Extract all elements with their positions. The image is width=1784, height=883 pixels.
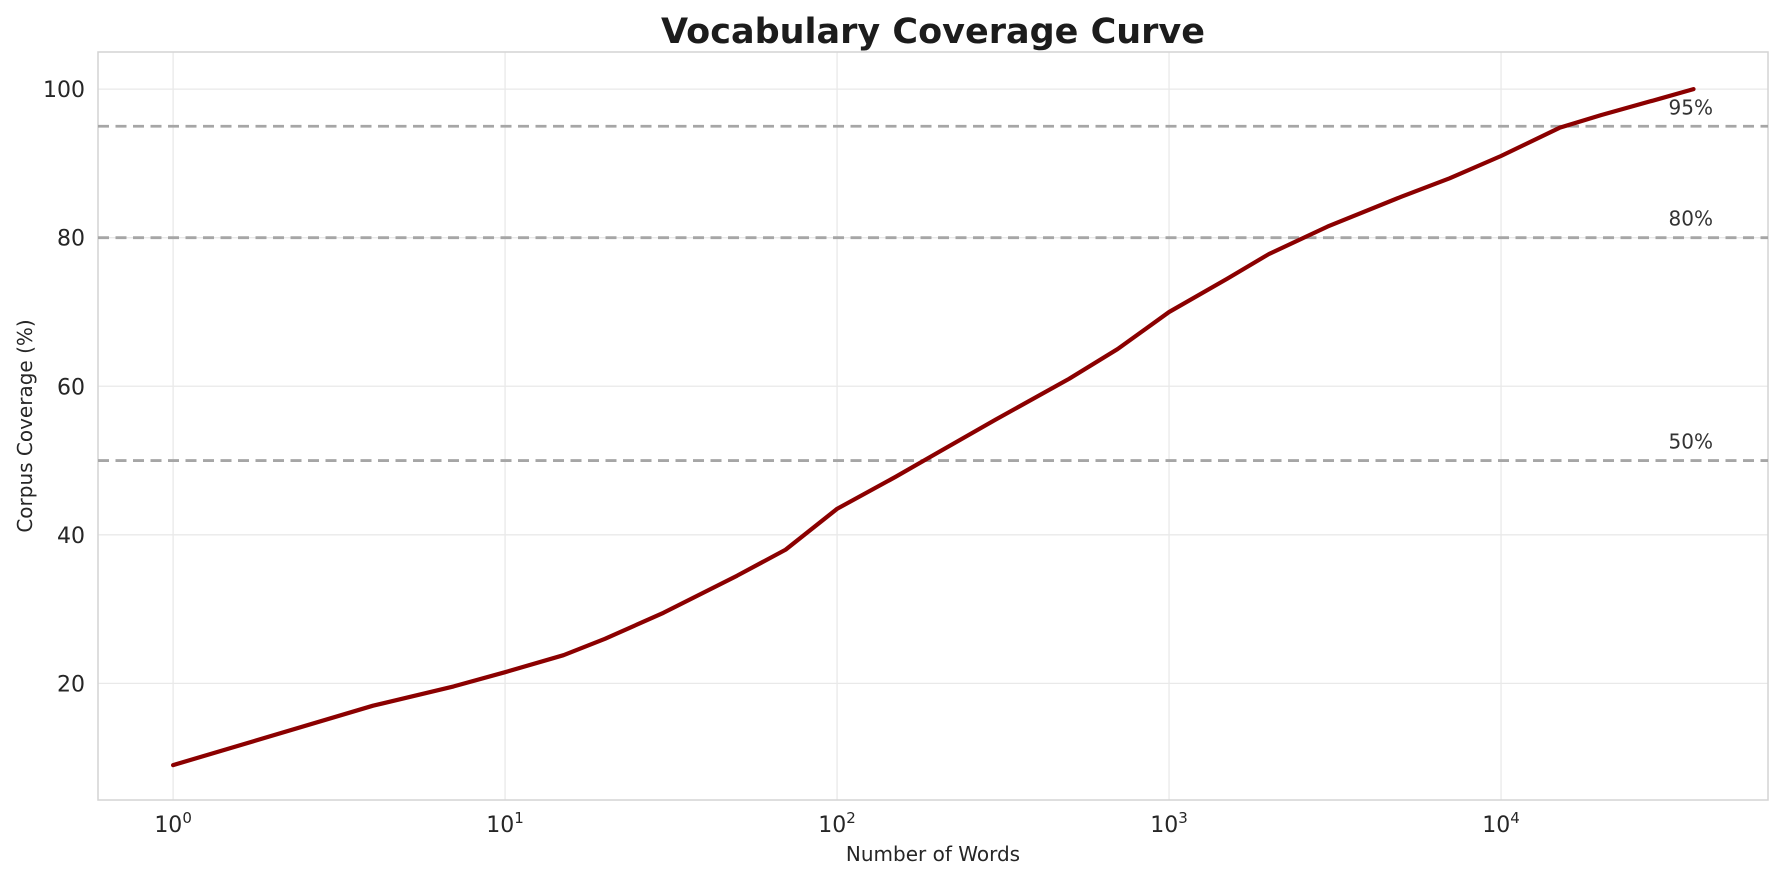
y-tick-label-60: 60 xyxy=(57,375,85,400)
corpus-coverage-curve xyxy=(171,86,1696,768)
y-tick-label-20: 20 xyxy=(57,672,85,697)
reference-label-50: 50% xyxy=(1669,430,1713,454)
y-axis-label: Corpus Coverage (%) xyxy=(13,319,37,532)
x-tick-label-10^1: 101 xyxy=(486,809,524,838)
x-tick-label-10^4: 104 xyxy=(1482,809,1520,838)
reference-label-80: 80% xyxy=(1669,207,1713,231)
x-tick-label-10^0: 100 xyxy=(154,809,192,838)
y-tick-label-80: 80 xyxy=(57,227,85,252)
y-tick-label-40: 40 xyxy=(57,524,85,549)
chart-title: Vocabulary Coverage Curve xyxy=(661,12,1205,52)
x-axis-label: Number of Words xyxy=(846,842,1020,866)
x-tick-label-10^2: 102 xyxy=(818,809,856,838)
x-tick-label-10^3: 103 xyxy=(1150,809,1188,838)
plot-border xyxy=(97,51,1769,801)
y-tick-label-100: 100 xyxy=(43,78,85,103)
reference-label-95: 95% xyxy=(1669,95,1713,119)
